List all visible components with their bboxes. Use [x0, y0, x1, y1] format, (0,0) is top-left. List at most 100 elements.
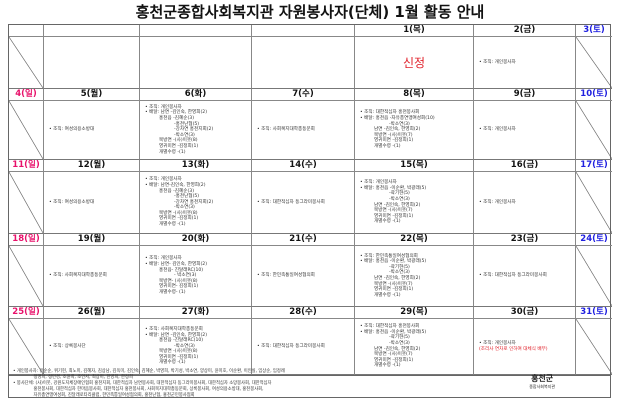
activity-line: 홍천읍 -진달래RC(10): [159, 338, 204, 344]
activity-line: 개별수령 -(1): [159, 222, 186, 228]
activity-line: 영귀미면 -김정희(1): [374, 357, 414, 363]
activity-line: -홍천난협(5): [174, 194, 200, 200]
week-body-row: 신정 • 조직: 개인봉사자: [9, 37, 612, 89]
day-label: 13(화): [140, 160, 252, 172]
day-cell: • 조직: 개인봉사자: [474, 101, 576, 160]
week-header-row: 25(일) 26(월) 27(화) 28(수) 29(목) 30(금) 31(토): [9, 307, 612, 319]
footer-line: 정명희, 정민경, 조윤희, 조인서, 최상미, 한영희, 한정희: [13, 375, 133, 380]
activity-line: 개별수령- (1): [159, 289, 186, 295]
footer-line: • 봉사단체: (사)이웃, 강원도지체장애인협회 홍천지회, 대한적십자 남면…: [13, 381, 272, 386]
week-header-row: 18(일) 19(월) 20(화) 21(수) 22(목) 23(금) 24(토): [9, 234, 612, 246]
day-cell: [44, 37, 140, 89]
activity-line: 북방면 -(사)이웃(8): [159, 210, 198, 216]
activity-line: • 조직: 대한적십자 홍천봉사회: [360, 110, 420, 116]
day-cell: • 조직: 개인봉사자 (조리사 연차로 인하여 대체식 배부): [474, 319, 576, 375]
activity-line: 남면 -김인숙, 한영희(2): [374, 127, 421, 133]
activity-line: 영귀미면 -김정희(1): [374, 213, 414, 219]
empty-day-cell: [9, 37, 44, 89]
activity-line: • 조직: 사회복지대학총동문회: [257, 127, 315, 133]
day-label: 2(금): [474, 25, 576, 37]
activity-line: • 조직: 사회복지대학총동문회: [145, 326, 203, 332]
activity-line: • 조직: 개인봉사자: [479, 199, 516, 205]
activity-line: • 배달: 홍천읍 -이순환, 박광래(5): [360, 329, 427, 335]
activity-line: • 조직: 개인봉사자: [479, 340, 516, 346]
activity-line: 영귀미면 -김정희(1): [374, 138, 414, 144]
day-cell: • 조직: 개인봉사자: [474, 37, 576, 89]
activity-line: 개별수령 -(1): [159, 149, 186, 155]
day-label: 25(일): [9, 307, 44, 319]
activity-line: 북방면 -(사)이웃(8): [159, 349, 198, 355]
activity-line: • 조직: 대한적십자 동그라미봉사회: [257, 343, 325, 349]
day-cell: • 조직: 개인봉사자 • 배달: 홍천읍 -이순환, 박광래(5) -곽기현(5…: [355, 172, 474, 234]
activity-line: • 조직: 상록봉사단: [49, 343, 86, 349]
empty-day-cell: [576, 246, 612, 307]
activity-line: 북방면 -(사)이웃(7): [374, 281, 413, 287]
day-label: 22(목): [355, 234, 474, 246]
activity-line: -강차연 홍천지회(2): [174, 127, 214, 133]
day-label: 14(수): [252, 160, 355, 172]
activity-line: -박소연(3): [389, 340, 410, 346]
footer-line: • 개인봉사자: 유순순, 위기현, 최노미, 김혜자, 김상남, 김옥미, 김…: [13, 369, 285, 374]
day-cell: • 조직: 개인봉사자 • 배달: 남면- 김인숙, 한영희(2) 홍천읍- 진달…: [140, 246, 252, 307]
day-label: 7(수): [252, 89, 355, 101]
activity-line: 북방면 -(사)이웃(7): [374, 208, 413, 214]
day-cell: • 조직: 대한적십자 홍천봉사회 • 배달: 홍천읍 -자유총연맹여성회(10…: [355, 101, 474, 160]
activity-line: -박소연(3): [389, 196, 410, 202]
empty-day-cell: [9, 246, 44, 307]
activity-line: • 배달: 홍천읍 -이순환, 박광래(5): [360, 259, 427, 265]
activity-line: • 배달: 남면-김인숙, 한영희(2): [145, 182, 206, 188]
day-label: [140, 25, 252, 37]
activity-line: • 조직: 개인봉사자: [479, 127, 516, 133]
activity-line: • 배달: 남면- 김인숙, 한영희(2): [145, 262, 207, 268]
activity-line: 남면 -김인숙, 한영희(2): [374, 346, 421, 352]
activity-line: -박소연(3): [389, 121, 410, 127]
activity-line: - 박소연(3): [174, 273, 197, 279]
activity-line: • 조직: 여성의용소방대: [49, 127, 95, 133]
activity-line: -곽기현(5): [389, 264, 410, 270]
activity-line: • 조직: 한민족통일여성협의회: [360, 253, 418, 259]
activity-line: 홍천읍 -김혜순(3): [159, 116, 194, 122]
activity-line: -박소연(3): [389, 270, 410, 276]
week-body-row: • 조직: 사회복지대학총동문회 • 조직: 개인봉사자 • 배달: 남면- 김인…: [9, 246, 612, 307]
week-body-row: • 조직: 상록봉사단 • 조직: 사회복지대학총동문회 • 배달: 남면 -김인…: [9, 319, 612, 375]
empty-day-cell: [576, 101, 612, 160]
activity-line: -박소연(3): [174, 343, 195, 349]
day-label: 11(일): [9, 160, 44, 172]
day-label: 9(금): [474, 89, 576, 101]
week-body-row: • 조직: 여성의용소방대 • 조직: 개인봉사자 • 배달: 남면 -김인숙, …: [9, 101, 612, 160]
volunteer-list-footer: 홍천군 종합사회복지관 • 개인봉사자: 유순순, 위기현, 최노미, 김혜자, …: [8, 367, 611, 398]
day-label: 15(목): [355, 160, 474, 172]
activity-line: 개별수령 -(1): [159, 360, 186, 366]
day-cell: • 조직: 여성의용소방대: [44, 172, 140, 234]
welfare-center-logo: 홍천군 종합사회복지관: [529, 374, 555, 390]
activity-line: -홍천난협(5): [174, 121, 200, 127]
notice-text: (조리사 연차로 인하여 대체식 배부): [479, 346, 548, 352]
day-label: 27(화): [140, 307, 252, 319]
activity-line: 영귀미면 -김정희(1): [159, 143, 199, 149]
activity-line: • 배달: 남면 -김인숙, 한영희(2): [145, 332, 207, 338]
day-label: 3(토): [576, 25, 612, 37]
activity-line: • 조직: 개인봉사자: [479, 59, 516, 65]
activity-line: • 조직: 개인봉사자: [145, 177, 182, 183]
activity-line: -박소연(3): [174, 205, 195, 211]
day-label: 10(토): [576, 89, 612, 101]
day-label: 19(월): [44, 234, 140, 246]
activity-line: 홍천읍 -김혜순(3): [159, 188, 194, 194]
day-label: 26(월): [44, 307, 140, 319]
empty-day-cell: [9, 172, 44, 234]
day-label: [9, 25, 44, 37]
day-label: [252, 25, 355, 37]
activity-line: • 조직: 대한적십자 동그라미봉사회: [479, 273, 547, 279]
week-body-row: • 조직: 여성의용소방대 • 조직: 개인봉사자 • 배달: 남면-김인숙, 한…: [9, 172, 612, 234]
day-cell: • 조직: 대한적십자 동그라미봉사회: [474, 246, 576, 307]
empty-day-cell: [576, 319, 612, 375]
day-label: 24(토): [576, 234, 612, 246]
activity-line: 개별수령 -(1): [374, 363, 401, 369]
day-cell: • 조직: 사회복지대학총동문회: [252, 101, 355, 160]
activity-line: 남면 -김인숙, 한영희(2): [374, 276, 421, 281]
calendar-table: 1(목) 2(금) 3(토) 신정 • 조직: 개인봉사자 4(일) 5(월) 6(화) 7(수…: [8, 24, 612, 376]
page-title: 홍천군종합사회복지관 자원봉사자(단체) 1월 활동 안내: [135, 3, 485, 21]
activity-line: • 조직: 여성의용소방대: [49, 199, 95, 205]
activity-line: -곽기현(5): [389, 191, 410, 197]
day-cell: • 조직: 한민족통일여성협의회 • 배달: 홍천읍 -이순환, 박광래(5) -…: [355, 246, 474, 307]
